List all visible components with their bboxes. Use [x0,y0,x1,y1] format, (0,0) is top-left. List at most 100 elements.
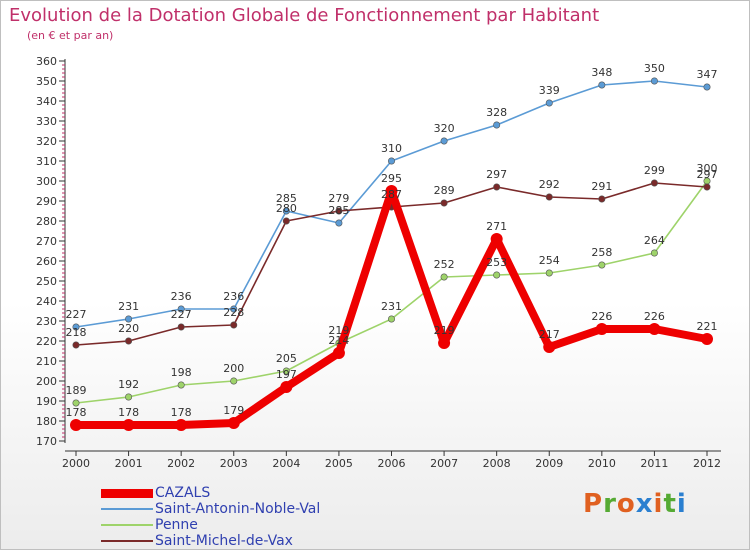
x-tick-label: 2011 [640,457,668,470]
point-saint-michel-de-vax [703,183,711,191]
point-saint-antonin-noble-val [387,157,395,165]
point-cazals [122,419,135,431]
point-saint-michel-de-vax [72,341,80,349]
point-cazals [490,233,503,245]
data-label-cazals: 295 [381,172,402,185]
point-saint-antonin-noble-val [125,315,133,323]
point-saint-michel-de-vax [230,321,238,329]
point-penne [598,261,606,269]
x-tick-label: 2006 [378,457,406,470]
point-saint-antonin-noble-val [440,137,448,145]
point-penne [545,269,553,277]
data-label-saint-antonin-noble-val: 285 [328,204,349,217]
point-cazals [280,381,293,393]
point-cazals [701,333,713,345]
y-tick-label: 180 [36,415,57,428]
legend-label-penne: Penne [155,517,198,533]
data-label-saint-michel-de-vax: 228 [223,306,244,319]
data-label-saint-antonin-noble-val: 350 [644,62,665,75]
data-label-cazals: 214 [328,334,349,347]
y-tick-label: 220 [36,335,57,348]
data-labels: 227 231 236 236 285 285 310 320 328 339 348 350 347 1… [66,62,718,419]
point-cazals [332,347,345,359]
data-label-saint-michel-de-vax: 292 [539,178,560,191]
point-penne [650,249,658,257]
point-penne [282,367,290,375]
data-label-cazals: 197 [276,368,297,381]
y-tick-label: 250 [36,275,57,288]
data-label-cazals: 226 [591,310,612,323]
data-label-penne: 189 [66,384,87,397]
data-label-saint-michel-de-vax: 299 [644,164,665,177]
data-label-saint-michel-de-vax: 218 [66,326,87,339]
point-saint-antonin-noble-val [230,305,238,313]
point-saint-antonin-noble-val [177,305,185,313]
point-saint-antonin-noble-val [493,121,501,129]
data-label-saint-antonin-noble-val: 310 [381,142,402,155]
point-cazals [70,419,82,431]
point-penne [72,399,80,407]
x-tick-label: 2010 [588,457,616,470]
data-label-penne: 252 [434,258,455,271]
y-tick-label: 330 [36,115,57,128]
point-saint-michel-de-vax [282,217,290,225]
y-tick-label: 200 [36,375,57,388]
data-label-cazals: 178 [118,406,139,419]
y-tick-label: 210 [36,355,57,368]
data-label-cazals: 271 [486,220,507,233]
y-tick-label: 270 [36,235,57,248]
y-tick-label: 360 [36,55,57,68]
point-penne [230,377,238,385]
x-tick-label: 2009 [535,457,563,470]
data-label-penne: 253 [486,256,507,269]
point-saint-michel-de-vax [598,195,606,203]
point-saint-michel-de-vax [125,337,133,345]
y-tick-label: 170 [36,435,57,448]
point-saint-michel-de-vax [493,183,501,191]
data-label-saint-michel-de-vax: 297 [486,168,507,181]
data-label-cazals: 178 [66,406,87,419]
data-label-saint-michel-de-vax: 297 [697,168,718,181]
y-tick-label: 300 [36,175,57,188]
point-saint-michel-de-vax [440,199,448,207]
data-label-penne: 200 [223,362,244,375]
legend-swatch-cazals [101,488,153,498]
y-tick-label: 260 [36,255,57,268]
data-label-penne: 258 [591,246,612,259]
point-cazals [648,323,661,335]
data-label-penne: 254 [539,254,560,267]
data-label-penne: 231 [381,300,402,313]
data-label-saint-michel-de-vax: 289 [434,184,455,197]
y-tick-label: 190 [36,395,57,408]
point-penne [177,381,185,389]
x-tick-label: 2012 [693,457,721,470]
data-label-saint-antonin-noble-val: 320 [434,122,455,135]
x-tick-label: 2005 [325,457,353,470]
legend-swatch-penne [101,524,153,526]
point-cazals [227,417,240,429]
data-label-penne: 264 [644,234,665,247]
legend-swatch-saint-michel-de-vax [101,540,153,542]
point-cazals [595,323,608,335]
point-saint-antonin-noble-val [72,323,80,331]
y-tick-label: 290 [36,195,57,208]
data-label-saint-antonin-noble-val: 231 [118,300,139,313]
point-saint-antonin-noble-val [282,207,290,215]
chart-title: Evolution de la Dotation Globale de Fonc… [9,5,600,26]
point-saint-michel-de-vax [177,323,185,331]
data-label-saint-michel-de-vax: 291 [591,180,612,193]
y-tick-label: 320 [36,135,57,148]
x-tick-label: 2000 [62,457,90,470]
series-layer [70,77,713,431]
legend-swatch-saint-antonin-noble-val [101,508,153,510]
data-label-cazals: 179 [223,404,244,417]
x-tick-label: 2004 [272,457,300,470]
data-label-saint-michel-de-vax: 220 [118,322,139,335]
legend-label-saint-michel-de-vax: Saint-Michel-de-Vax [155,533,293,549]
x-tick-label: 2008 [483,457,511,470]
data-label-cazals: 217 [539,328,560,341]
point-saint-antonin-noble-val [650,77,658,85]
x-tick-label: 2001 [115,457,143,470]
